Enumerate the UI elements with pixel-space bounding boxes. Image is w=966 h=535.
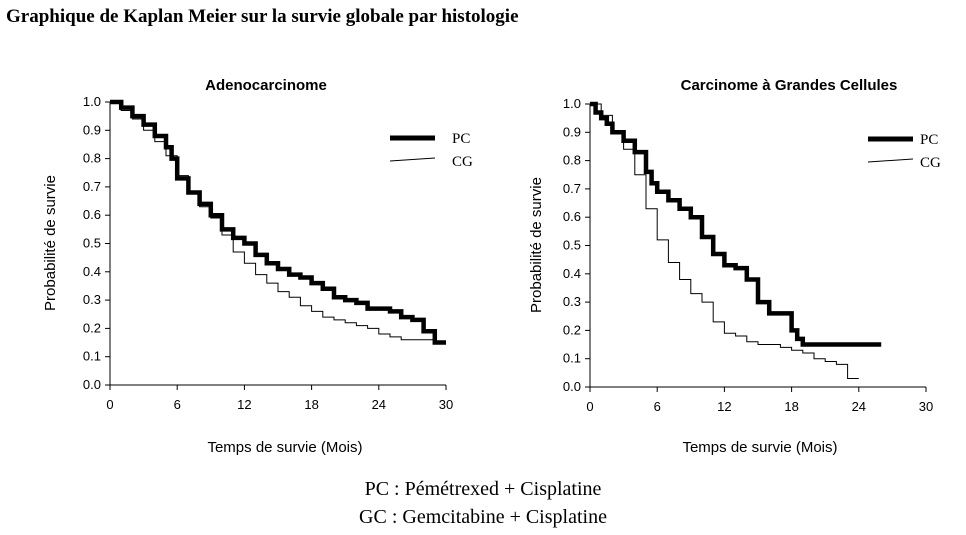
y-tick-label: 0.8 <box>563 153 581 168</box>
chart-panel-1: Adenocarcinome 0 6 12 18 24 30 0.0 0.1 0.2 0.3 0.4 0… <box>42 77 473 456</box>
series-line-pc <box>590 101 882 347</box>
y-tick-label: 0.5 <box>83 236 101 251</box>
legend-label-pc: PC <box>920 132 938 148</box>
y-tick-label: 0.9 <box>563 124 581 139</box>
x-tick-label: 18 <box>304 397 318 412</box>
y-axis-label: Probabilité de survie <box>528 177 545 313</box>
y-tick-label: 0.9 <box>83 122 101 137</box>
y-axis-label: Probabilité de survie <box>42 175 59 311</box>
y-tick-label: 0.4 <box>563 266 581 281</box>
y-tick-label: 0.1 <box>83 349 101 364</box>
x-tick-label: 12 <box>237 397 251 412</box>
chart-title: Adenocarcinome <box>205 77 327 94</box>
chart-title: Carcinome à Grandes Cellules <box>681 77 898 94</box>
legend-swatch-cg <box>389 157 436 162</box>
footnote-pc: PC : Pémétrexed + Cisplatine <box>364 478 602 500</box>
y-tick-label: 0.6 <box>83 207 101 222</box>
series-line-cg <box>590 103 859 380</box>
x-tick-label: 6 <box>654 399 661 414</box>
x-axis-label: Temps de survie (Mois) <box>207 439 362 456</box>
series-line-cg <box>110 101 435 341</box>
x-tick-label: 6 <box>174 397 181 412</box>
footnote-gc: GC : Gemcitabine + Cisplatine <box>359 506 607 528</box>
y-tick-label: 0.0 <box>83 377 101 392</box>
y-tick-label: 0.8 <box>83 151 101 166</box>
y-tick-label: 1.0 <box>563 96 581 111</box>
y-tick-label: 0.3 <box>563 294 581 309</box>
x-tick-label: 24 <box>852 399 866 414</box>
legend-label-cg: CG <box>452 154 473 170</box>
legend-label-pc: PC <box>452 131 470 147</box>
x-tick-label: 18 <box>784 399 798 414</box>
x-tick-label: 0 <box>106 397 113 412</box>
page-title: Graphique de Kaplan Meier sur la survie … <box>6 6 519 27</box>
chart-panel-2: Carcinome à Grandes Cellules 0 6 12 18 24 30 0.… <box>528 77 941 456</box>
x-tick-label: 12 <box>717 399 731 414</box>
x-tick-label: 0 <box>586 399 593 414</box>
y-tick-label: 0.6 <box>563 209 581 224</box>
y-tick-label: 0.0 <box>563 379 581 394</box>
y-tick-label: 0.2 <box>83 320 101 335</box>
x-tick-label: 30 <box>919 399 933 414</box>
y-tick-label: 0.5 <box>563 238 581 253</box>
x-tick-label: 24 <box>372 397 386 412</box>
x-tick-label: 30 <box>439 397 453 412</box>
legend-swatch-cg <box>867 158 914 163</box>
legend-label-cg: CG <box>920 155 941 171</box>
y-tick-label: 0.1 <box>563 351 581 366</box>
y-tick-label: 0.3 <box>83 292 101 307</box>
y-tick-label: 0.4 <box>83 264 101 279</box>
y-tick-label: 0.7 <box>563 181 581 196</box>
y-tick-label: 1.0 <box>83 94 101 109</box>
y-tick-label: 0.7 <box>83 179 101 194</box>
y-tick-label: 0.2 <box>563 322 581 337</box>
x-axis-label: Temps de survie (Mois) <box>682 439 837 456</box>
